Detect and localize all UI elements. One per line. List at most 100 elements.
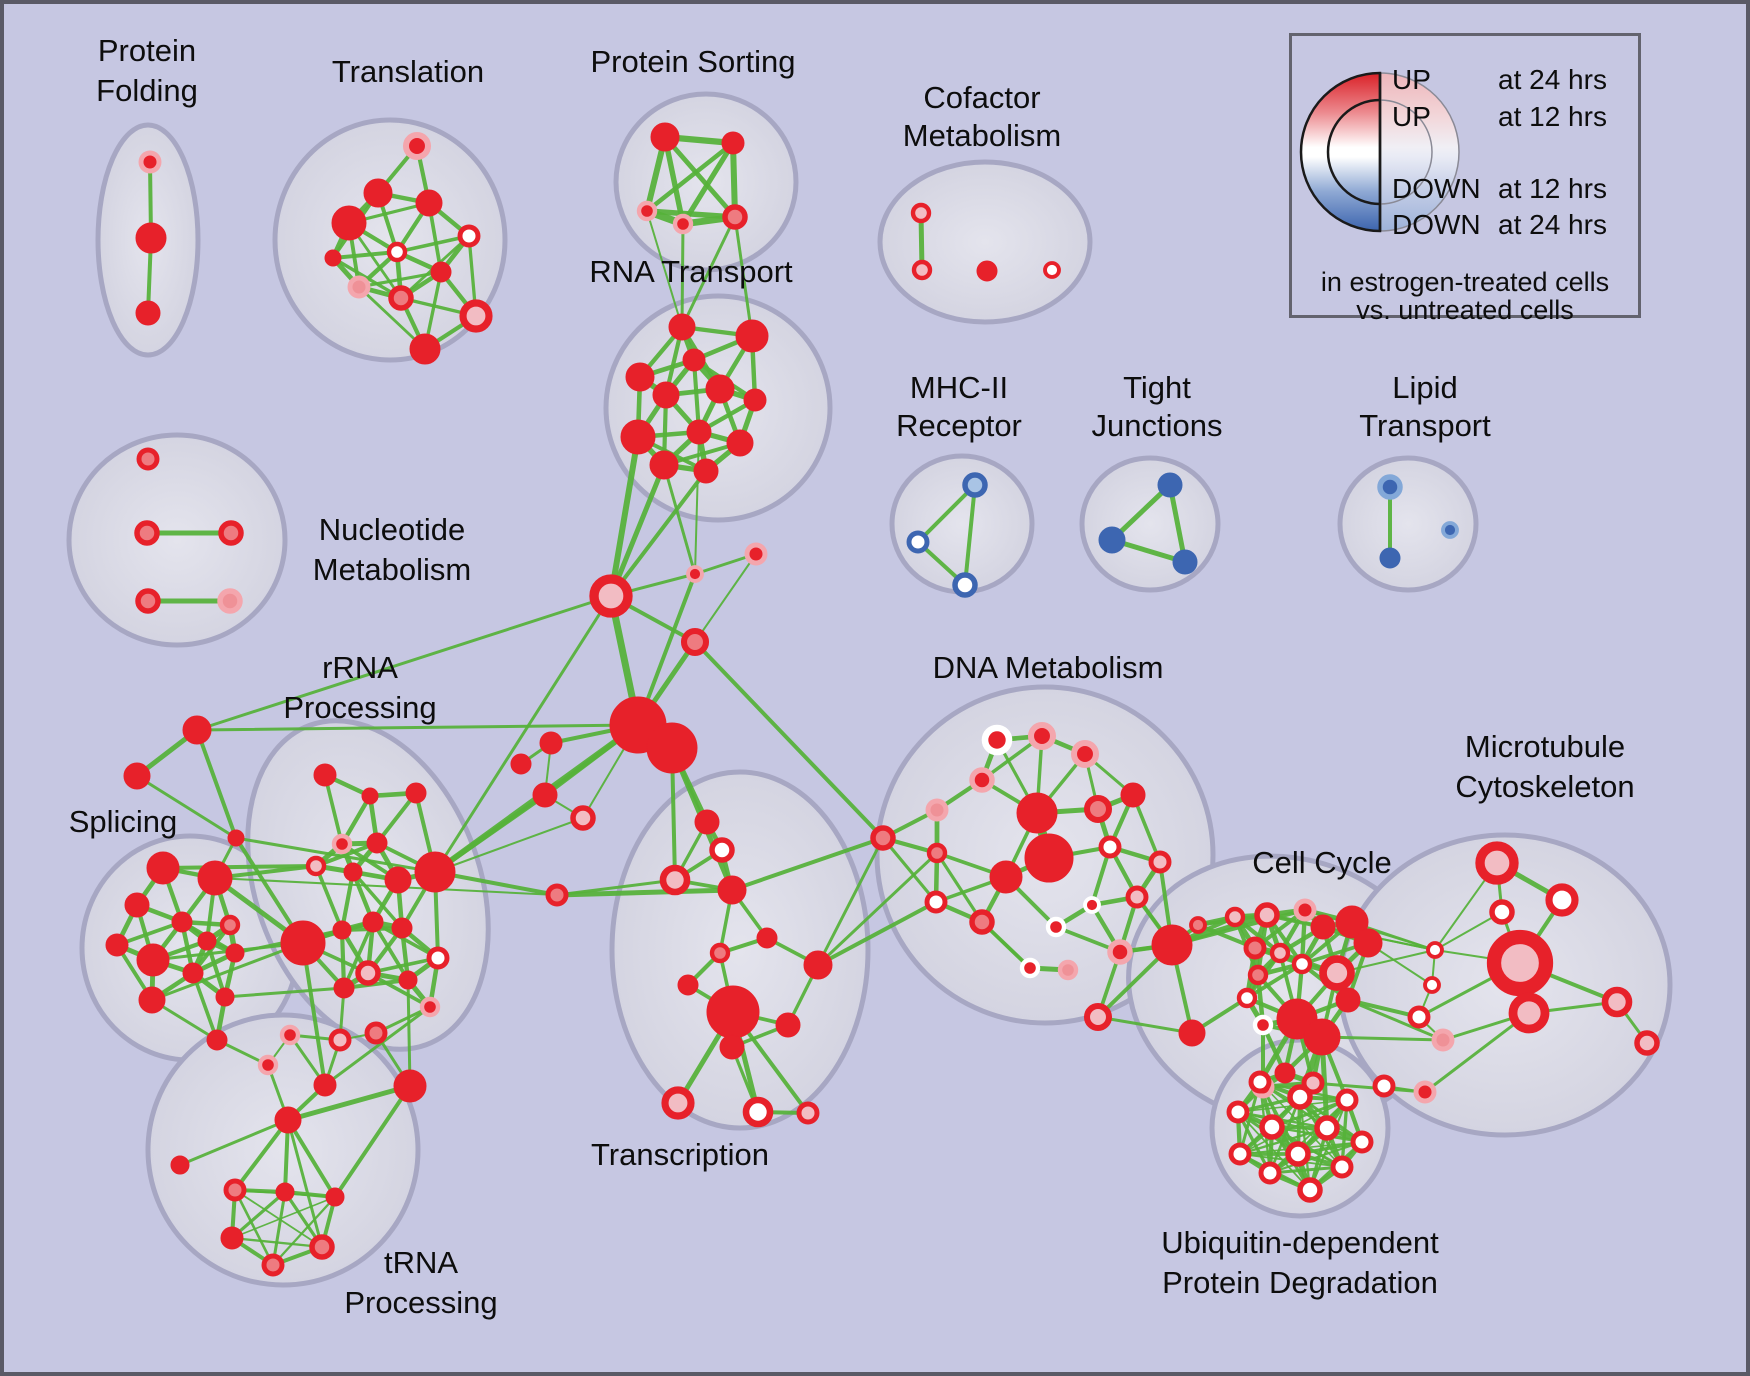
gene-node xyxy=(1310,914,1336,940)
gene-node xyxy=(672,213,694,235)
gene-node xyxy=(105,933,129,957)
gene-node xyxy=(796,1101,820,1125)
gene-node xyxy=(324,249,342,267)
gene-node xyxy=(1045,916,1067,938)
cluster-tight-junctions xyxy=(1079,455,1221,593)
gene-node xyxy=(989,860,1023,894)
coexpression-edge xyxy=(694,553,757,643)
gene-node xyxy=(510,753,532,775)
gene-node xyxy=(1258,1161,1282,1185)
gene-node xyxy=(138,986,166,1014)
gene-node xyxy=(545,883,569,907)
coexpression-edge xyxy=(331,250,399,260)
cluster-label-tight-junctions: Tight xyxy=(1123,370,1191,405)
cluster-mhc-ii-receptor xyxy=(889,453,1035,595)
gene-node xyxy=(906,530,930,554)
coexpression-edge xyxy=(609,469,708,598)
gene-node xyxy=(1303,1018,1341,1056)
gene-node xyxy=(1297,1177,1323,1203)
coexpression-edge xyxy=(694,431,700,575)
gene-node xyxy=(402,131,432,161)
gene-node xyxy=(1486,929,1554,997)
cluster-label-rrna-processing: rRNA xyxy=(322,650,398,685)
coexpression-edge xyxy=(1320,1035,1445,1042)
gene-node xyxy=(206,1029,228,1051)
cluster-label-protein-folding: Folding xyxy=(96,73,198,108)
coexpression-edge xyxy=(395,234,471,254)
gene-node xyxy=(1319,955,1355,991)
gene-node xyxy=(1274,1062,1296,1084)
cluster-label-nucleotide-metabolism: Metabolism xyxy=(313,552,472,587)
coexpression-edge xyxy=(285,1083,413,1123)
gene-node xyxy=(969,767,995,793)
coexpression-edge xyxy=(608,462,667,599)
gene-node xyxy=(693,458,719,484)
gene-node xyxy=(182,962,204,984)
gene-node xyxy=(682,348,706,372)
gene-node xyxy=(333,977,355,999)
gene-node xyxy=(1248,1070,1272,1094)
coexpression-edge xyxy=(680,222,685,329)
cluster-label-cell-cycle: Cell Cycle xyxy=(1252,845,1392,880)
gene-node xyxy=(1293,898,1317,922)
gene-node xyxy=(1377,474,1403,500)
gene-node xyxy=(1226,1100,1250,1124)
gene-node xyxy=(1027,721,1057,751)
coexpression-edge xyxy=(680,215,737,329)
gene-node xyxy=(1372,1074,1396,1098)
gene-node xyxy=(309,1234,335,1260)
cluster-label-lipid-transport: Lipid xyxy=(1392,370,1458,405)
cluster-label-trna-processing: tRNA xyxy=(384,1245,458,1280)
coexpression-edge xyxy=(730,836,885,892)
coexpression-edge xyxy=(816,900,938,967)
gene-node xyxy=(661,1086,695,1120)
gene-node xyxy=(1475,841,1519,885)
gene-node xyxy=(706,985,760,1039)
legend-up-12-time: at 12 hrs xyxy=(1498,101,1607,132)
coexpression-edge xyxy=(963,483,977,587)
gene-node xyxy=(124,892,150,918)
gene-node xyxy=(1157,472,1183,498)
legend-caption-line2: vs. untreated cells xyxy=(1356,295,1574,325)
gene-node xyxy=(625,362,655,392)
gene-node xyxy=(1379,547,1401,569)
gene-node xyxy=(1057,959,1079,981)
gene-node xyxy=(1148,850,1172,874)
gene-node xyxy=(386,241,408,263)
coexpression-edge xyxy=(406,978,412,1088)
gene-node xyxy=(1413,1080,1437,1104)
coexpression-edge xyxy=(916,483,977,544)
gene-node xyxy=(405,782,427,804)
gene-node xyxy=(135,588,161,614)
coexpression-edge xyxy=(271,1195,337,1267)
coexpression-edge xyxy=(314,864,344,932)
coexpression-edge xyxy=(1096,1015,1194,1035)
coexpression-edge xyxy=(555,878,677,897)
coexpression-edge xyxy=(178,1118,290,1167)
legend-down-12-label: DOWN xyxy=(1392,173,1481,204)
gene-node xyxy=(1489,899,1515,925)
gene-node xyxy=(709,942,731,964)
coexpression-edge xyxy=(214,877,558,896)
gene-node xyxy=(1151,924,1193,966)
coexpression-edge xyxy=(1311,1081,1427,1094)
gene-node xyxy=(1335,987,1361,1013)
gene-node xyxy=(719,1034,745,1060)
gene-node xyxy=(170,1155,190,1175)
legend-down-12-time: at 12 hrs xyxy=(1498,173,1607,204)
gene-node xyxy=(532,782,558,808)
cluster-label-ubiquitin-degradation: Ubiquitin-dependent xyxy=(1161,1225,1439,1260)
gene-node xyxy=(1016,792,1058,834)
cluster-lipid-transport xyxy=(1337,455,1479,593)
gene-node xyxy=(313,763,337,787)
gene-node xyxy=(962,472,988,498)
coexpression-edge xyxy=(693,640,885,840)
gene-node xyxy=(775,1012,801,1038)
cluster-label-ubiquitin-degradation: Protein Degradation xyxy=(1162,1265,1438,1300)
gene-node xyxy=(331,205,367,241)
gene-node xyxy=(419,996,441,1018)
coexpression-edge xyxy=(351,870,404,930)
gene-node xyxy=(1426,941,1444,959)
gene-node xyxy=(415,189,443,217)
